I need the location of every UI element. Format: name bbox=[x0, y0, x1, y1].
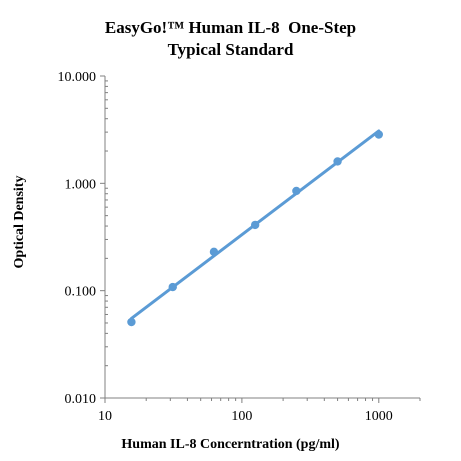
data-point bbox=[127, 317, 136, 327]
y-axis-title: Optical Density bbox=[12, 175, 27, 269]
data-point bbox=[250, 220, 260, 230]
y-tick-label: 0.010 bbox=[65, 392, 97, 407]
chart-title-line-2: Typical Standard bbox=[167, 40, 294, 59]
data-point bbox=[374, 130, 383, 139]
data-point bbox=[333, 157, 342, 166]
x-tick-label: 1000 bbox=[365, 409, 393, 424]
x-axis-title: Human IL-8 Concerntration (pg/ml) bbox=[121, 437, 340, 452]
data-point bbox=[292, 186, 301, 196]
y-tick-label: 10.000 bbox=[58, 70, 97, 85]
y-tick-label: 1.000 bbox=[65, 177, 97, 192]
data-point bbox=[168, 282, 177, 292]
x-tick-label: 10 bbox=[98, 409, 112, 424]
x-tick-label: 100 bbox=[231, 409, 252, 424]
y-tick-label: 0.100 bbox=[65, 285, 97, 300]
chart-title-line-1: EasyGo!™ Human IL-8 One-Step bbox=[104, 18, 357, 37]
data-point bbox=[209, 247, 219, 257]
